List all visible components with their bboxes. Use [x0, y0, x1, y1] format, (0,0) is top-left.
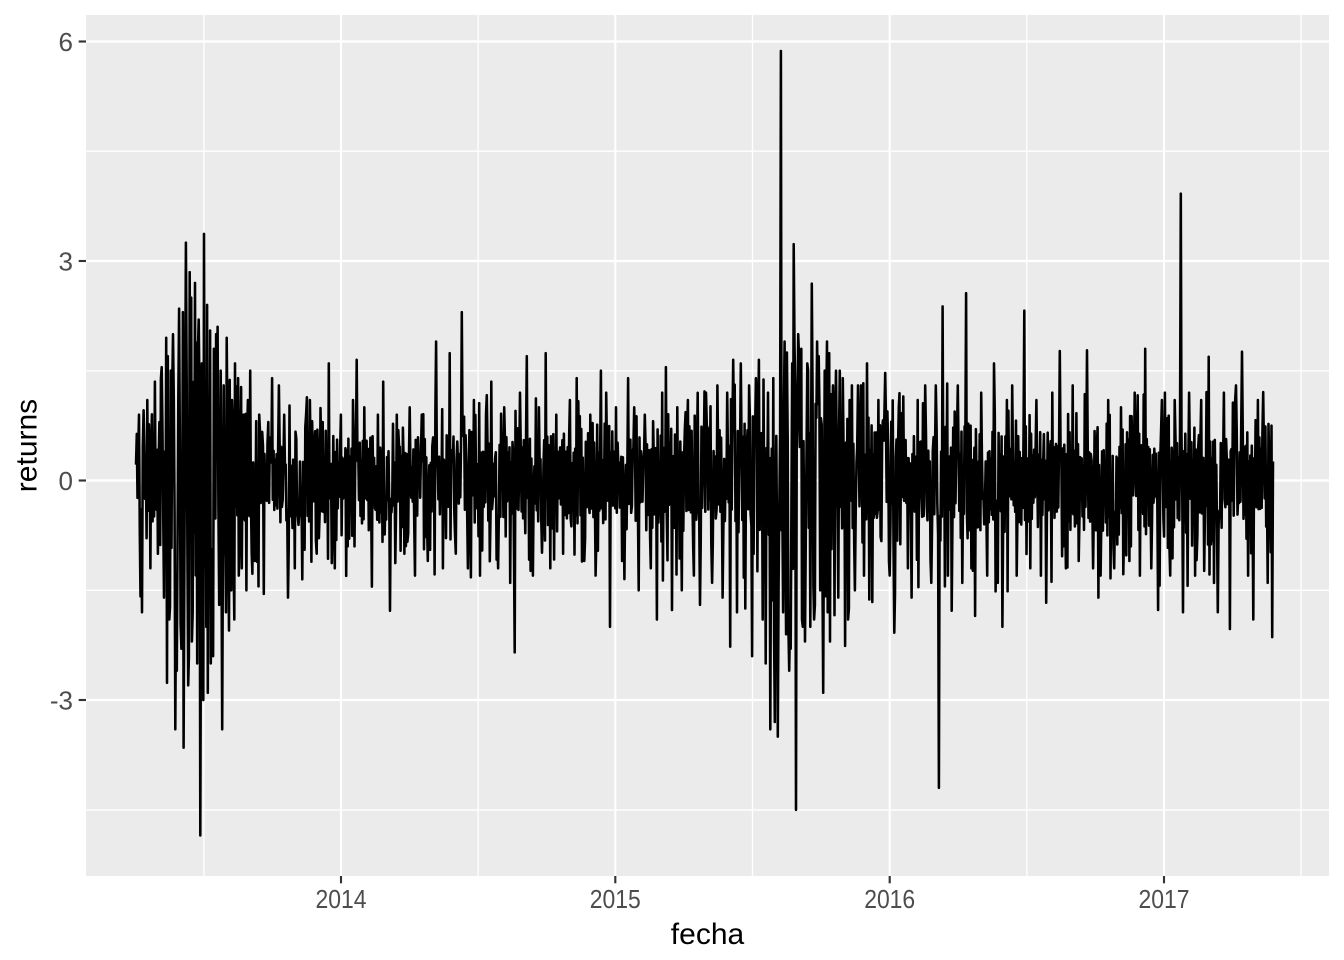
svg-text:3: 3 [59, 246, 73, 276]
svg-text:2015: 2015 [590, 884, 641, 914]
svg-text:returns: returns [11, 399, 44, 492]
svg-text:fecha: fecha [671, 918, 745, 951]
svg-text:2014: 2014 [316, 884, 367, 914]
svg-text:0: 0 [59, 466, 73, 496]
svg-text:-3: -3 [50, 685, 73, 715]
svg-text:2017: 2017 [1139, 884, 1190, 914]
svg-text:2016: 2016 [864, 884, 915, 914]
svg-text:6: 6 [59, 27, 73, 57]
